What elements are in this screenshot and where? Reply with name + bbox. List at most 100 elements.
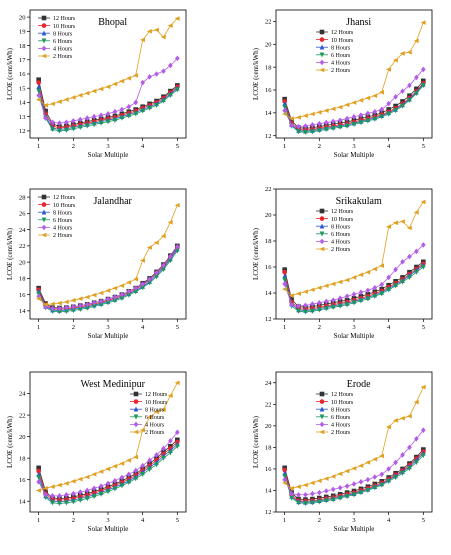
y-tick-label: 17 xyxy=(19,57,26,64)
legend-marker xyxy=(133,414,139,420)
legend-label: 6 Hours xyxy=(145,415,165,421)
data-point xyxy=(161,267,166,273)
data-point xyxy=(160,233,166,239)
data-point xyxy=(77,93,83,98)
data-point xyxy=(126,113,132,119)
legend-marker xyxy=(319,59,325,66)
legend-marker xyxy=(319,406,325,412)
data-point xyxy=(140,108,145,114)
data-point xyxy=(126,458,132,463)
data-point xyxy=(36,88,41,94)
legend-label: 4 Hours xyxy=(145,423,165,429)
data-point xyxy=(64,491,69,498)
legend-label: 10 Hours xyxy=(53,24,76,30)
legend-marker xyxy=(319,223,325,229)
x-tick-label: 5 xyxy=(176,517,179,524)
data-point xyxy=(71,308,76,314)
y-tick-label: 20 xyxy=(265,423,272,430)
data-point xyxy=(407,444,412,451)
y-axis-label: LCOE (cent/kWh) xyxy=(6,227,14,280)
data-point xyxy=(112,285,118,291)
legend-label: 2 Hours xyxy=(145,430,165,436)
data-point xyxy=(56,482,62,488)
data-point xyxy=(168,62,173,69)
legend-marker xyxy=(319,37,325,42)
data-point xyxy=(282,474,287,480)
data-point xyxy=(330,106,336,112)
data-point xyxy=(174,380,180,386)
data-point xyxy=(63,299,69,305)
data-point xyxy=(330,474,336,479)
data-point xyxy=(372,485,378,491)
data-point xyxy=(91,299,97,306)
data-point xyxy=(119,115,125,121)
data-point xyxy=(323,283,329,289)
data-point xyxy=(119,461,125,466)
series-5 xyxy=(281,199,426,298)
x-tick-label: 3 xyxy=(106,143,109,150)
data-point xyxy=(63,481,69,486)
data-point xyxy=(386,274,391,281)
legend-label: 6 Hours xyxy=(331,232,351,238)
data-point xyxy=(399,51,405,56)
data-point xyxy=(133,99,139,106)
y-tick-label: 16 xyxy=(265,264,272,271)
data-point xyxy=(91,485,97,492)
data-point xyxy=(414,269,419,275)
data-point xyxy=(386,100,391,107)
x-tick-label: 4 xyxy=(387,143,391,150)
data-point xyxy=(400,452,405,458)
series-4 xyxy=(36,243,180,312)
data-point xyxy=(281,111,287,117)
x-tick-label: 1 xyxy=(283,324,286,331)
data-point xyxy=(49,301,55,307)
data-point xyxy=(358,120,364,126)
data-point xyxy=(35,97,41,102)
data-point xyxy=(64,500,69,506)
data-point xyxy=(281,286,287,292)
data-point xyxy=(98,86,104,92)
data-point xyxy=(289,122,294,129)
data-point xyxy=(393,283,398,289)
data-point xyxy=(50,500,55,506)
legend-label: 6 Hours xyxy=(331,415,351,421)
data-point xyxy=(167,23,173,28)
data-point xyxy=(323,119,329,126)
data-point xyxy=(282,107,287,114)
data-point xyxy=(174,202,180,208)
data-point xyxy=(98,469,104,474)
data-point xyxy=(303,123,308,129)
data-point xyxy=(414,74,419,81)
legend-marker xyxy=(133,399,139,404)
data-point xyxy=(50,308,55,314)
legend-label: 10 Hours xyxy=(331,38,354,44)
data-point xyxy=(84,305,90,311)
data-point xyxy=(133,467,139,474)
y-tick-label: 14 xyxy=(19,308,26,315)
y-tick-label: 14 xyxy=(19,498,26,505)
data-point xyxy=(161,98,166,104)
data-point xyxy=(407,466,412,472)
data-point xyxy=(175,55,180,62)
data-point xyxy=(386,479,391,485)
data-point xyxy=(358,463,364,468)
data-point xyxy=(119,283,125,288)
data-point xyxy=(57,120,62,126)
y-tick-label: 14 xyxy=(265,290,272,297)
data-point xyxy=(337,495,343,501)
data-point xyxy=(153,240,159,245)
x-axis-label: Solar Multiple xyxy=(334,151,375,159)
data-point xyxy=(105,300,111,306)
data-point xyxy=(36,468,41,474)
data-point xyxy=(323,488,329,494)
data-point xyxy=(98,302,104,308)
data-point xyxy=(112,477,118,484)
data-point xyxy=(126,280,132,285)
chart-title: Erode xyxy=(347,379,371,390)
data-point xyxy=(385,424,391,430)
data-point xyxy=(71,126,76,132)
y-tick-label: 20 xyxy=(19,14,26,21)
